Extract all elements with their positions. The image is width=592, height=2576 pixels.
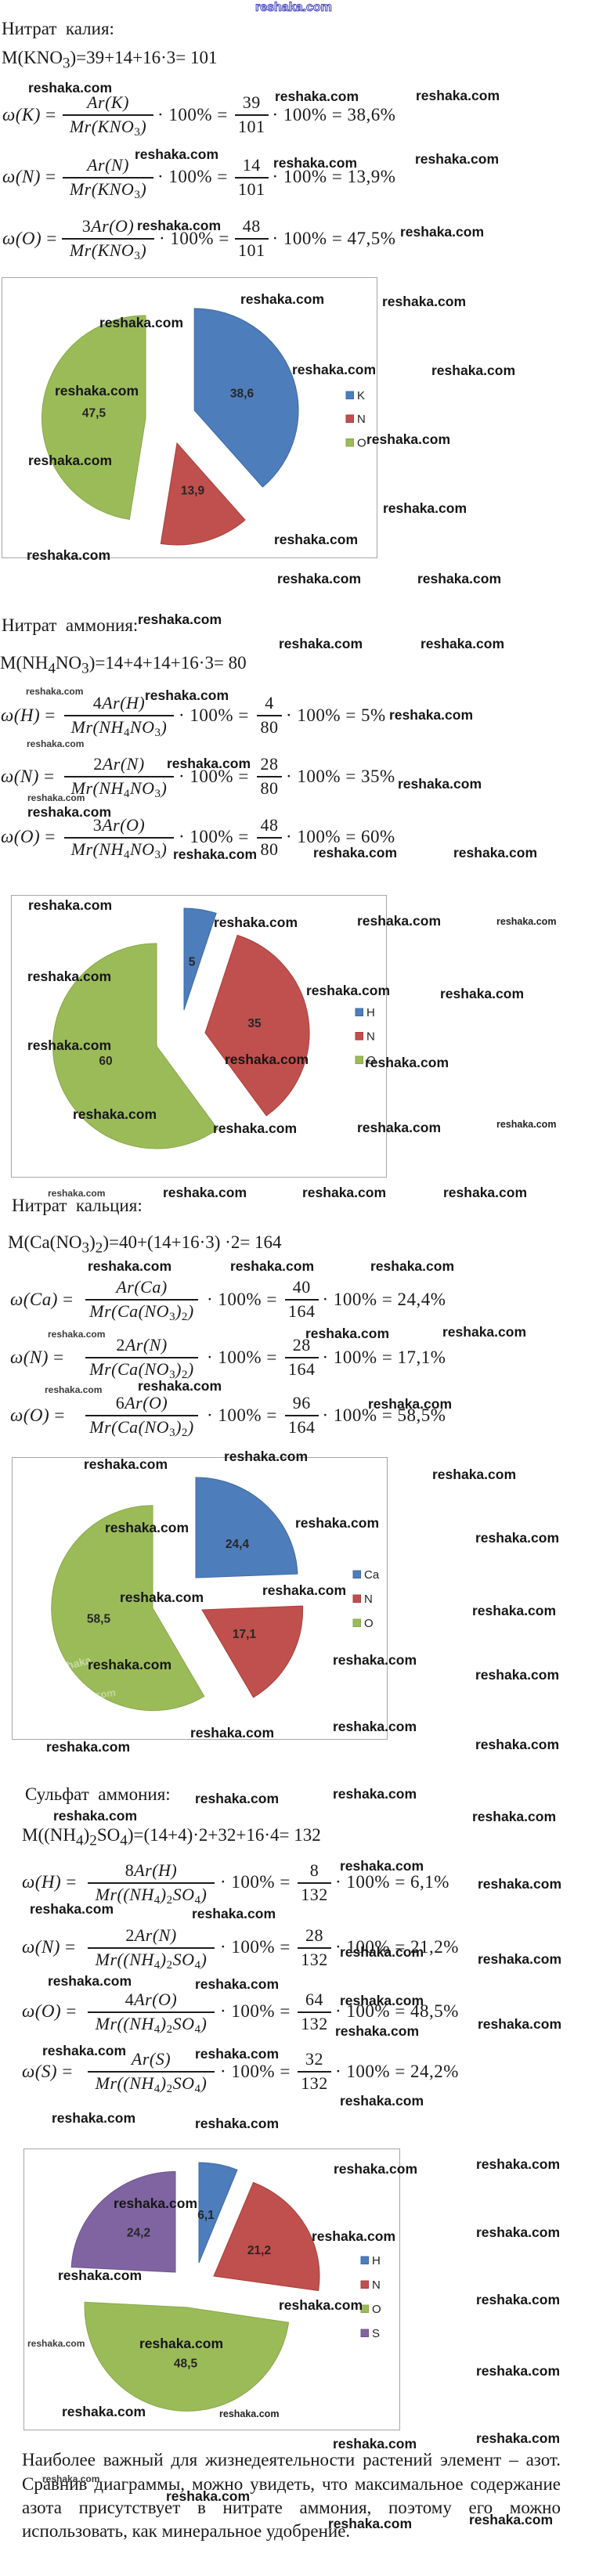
svg-text:5: 5 — [189, 956, 196, 969]
svg-text:O: O — [364, 1617, 374, 1630]
svg-text:Ca: Ca — [364, 1568, 380, 1582]
svg-text:35: 35 — [247, 1017, 262, 1030]
svg-text:17,1: 17,1 — [233, 1628, 257, 1641]
svg-text:O: O — [372, 2303, 381, 2316]
svg-text:H: H — [366, 1006, 375, 1019]
svg-text:13,9: 13,9 — [181, 485, 205, 498]
svg-text:24,2: 24,2 — [127, 2227, 150, 2240]
svg-text:N: N — [366, 1030, 375, 1044]
svg-text:N: N — [357, 413, 366, 426]
svg-text:24,4: 24,4 — [226, 1538, 250, 1551]
svg-text:K: K — [357, 389, 365, 402]
svg-text:O: O — [357, 437, 366, 450]
svg-text:47,5: 47,5 — [82, 407, 106, 420]
svg-text:O: O — [366, 1054, 376, 1067]
svg-text:H: H — [372, 2254, 381, 2268]
svg-text:6,1: 6,1 — [197, 2209, 215, 2222]
svg-text:N: N — [372, 2278, 381, 2292]
svg-text:58,5: 58,5 — [87, 1613, 111, 1626]
svg-text:38,6: 38,6 — [230, 388, 254, 401]
svg-text:21,2: 21,2 — [247, 2244, 271, 2257]
svg-text:60: 60 — [99, 1055, 112, 1068]
svg-text:S: S — [372, 2327, 380, 2340]
svg-text:48,5: 48,5 — [174, 2358, 198, 2371]
svg-text:N: N — [364, 1593, 373, 1606]
